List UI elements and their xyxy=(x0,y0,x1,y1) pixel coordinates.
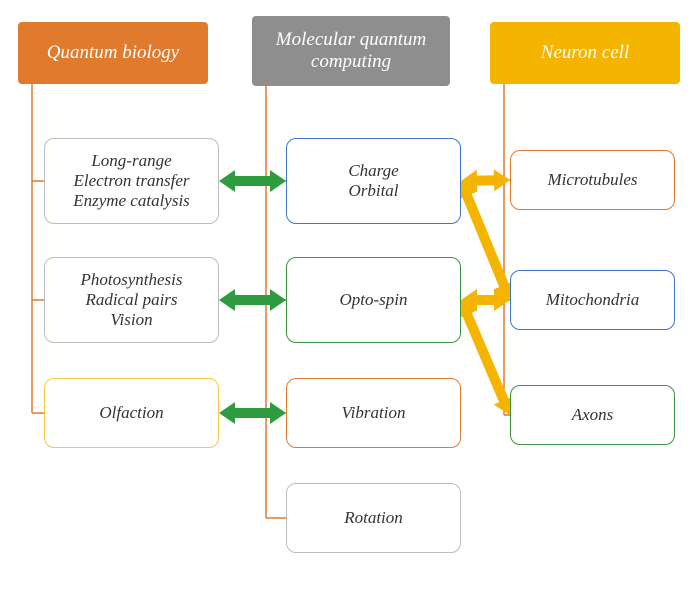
node-label: ChargeOrbital xyxy=(348,161,398,201)
header-molecular-qc: Molecular quantum computing xyxy=(252,16,450,86)
node-label: PhotosynthesisRadical pairsVision xyxy=(81,270,183,330)
node-nc-1: Microtubules xyxy=(510,150,675,210)
node-mqc-3: Vibration xyxy=(286,378,461,448)
node-mqc-4: Rotation xyxy=(286,483,461,553)
node-label: Opto-spin xyxy=(340,290,408,310)
node-label: Mitochondria xyxy=(546,290,640,310)
node-qb-2: PhotosynthesisRadical pairsVision xyxy=(44,257,219,343)
node-label: Olfaction xyxy=(99,403,163,423)
node-label: Vibration xyxy=(342,403,406,423)
node-label: Rotation xyxy=(344,508,403,528)
node-qb-3: Olfaction xyxy=(44,378,219,448)
node-label: Long-rangeElectron transferEnzyme cataly… xyxy=(73,151,190,211)
header-neuron-cell: Neuron cell xyxy=(490,22,680,84)
header-quantum-biology: Quantum biology xyxy=(18,22,208,84)
node-mqc-2: Opto-spin xyxy=(286,257,461,343)
node-qb-1: Long-rangeElectron transferEnzyme cataly… xyxy=(44,138,219,224)
node-label: Microtubules xyxy=(547,170,637,190)
node-nc-3: Axons xyxy=(510,385,675,445)
node-nc-2: Mitochondria xyxy=(510,270,675,330)
node-label: Axons xyxy=(572,405,614,425)
node-mqc-1: ChargeOrbital xyxy=(286,138,461,224)
